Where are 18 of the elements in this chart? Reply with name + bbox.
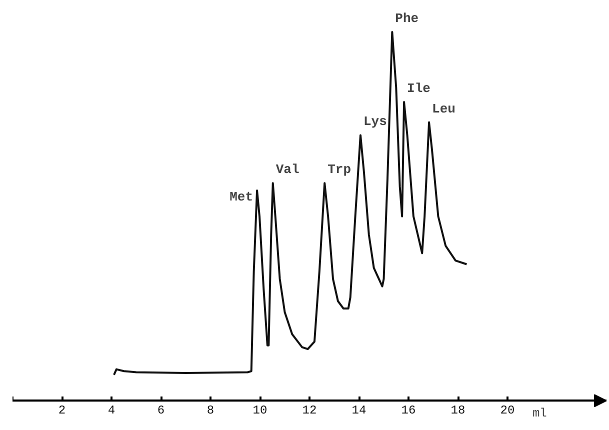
x-tick-label: 10 <box>252 404 268 418</box>
annotation: Lys <box>363 114 388 130</box>
x-axis-title: ml <box>532 406 547 421</box>
x-tick-label: 16 <box>401 404 416 418</box>
x-tick-label: 2 <box>58 404 66 418</box>
x-tick-label: 12 <box>302 404 317 418</box>
x-tick-label: 8 <box>206 404 214 418</box>
x-tick-label: 14 <box>352 404 366 418</box>
x-tick-label: 4 <box>108 404 116 418</box>
annotation: Phe <box>395 10 419 26</box>
x-tick-label: 20 <box>500 404 515 418</box>
x-tick-label: 6 <box>157 404 165 418</box>
annotation: Leu <box>432 101 456 116</box>
annotation: Met <box>230 190 254 205</box>
annotation: Val <box>276 162 300 178</box>
x-tick-label: 18 <box>450 404 466 418</box>
annotation: Ile <box>407 81 431 96</box>
annotation: Trp <box>328 162 352 178</box>
